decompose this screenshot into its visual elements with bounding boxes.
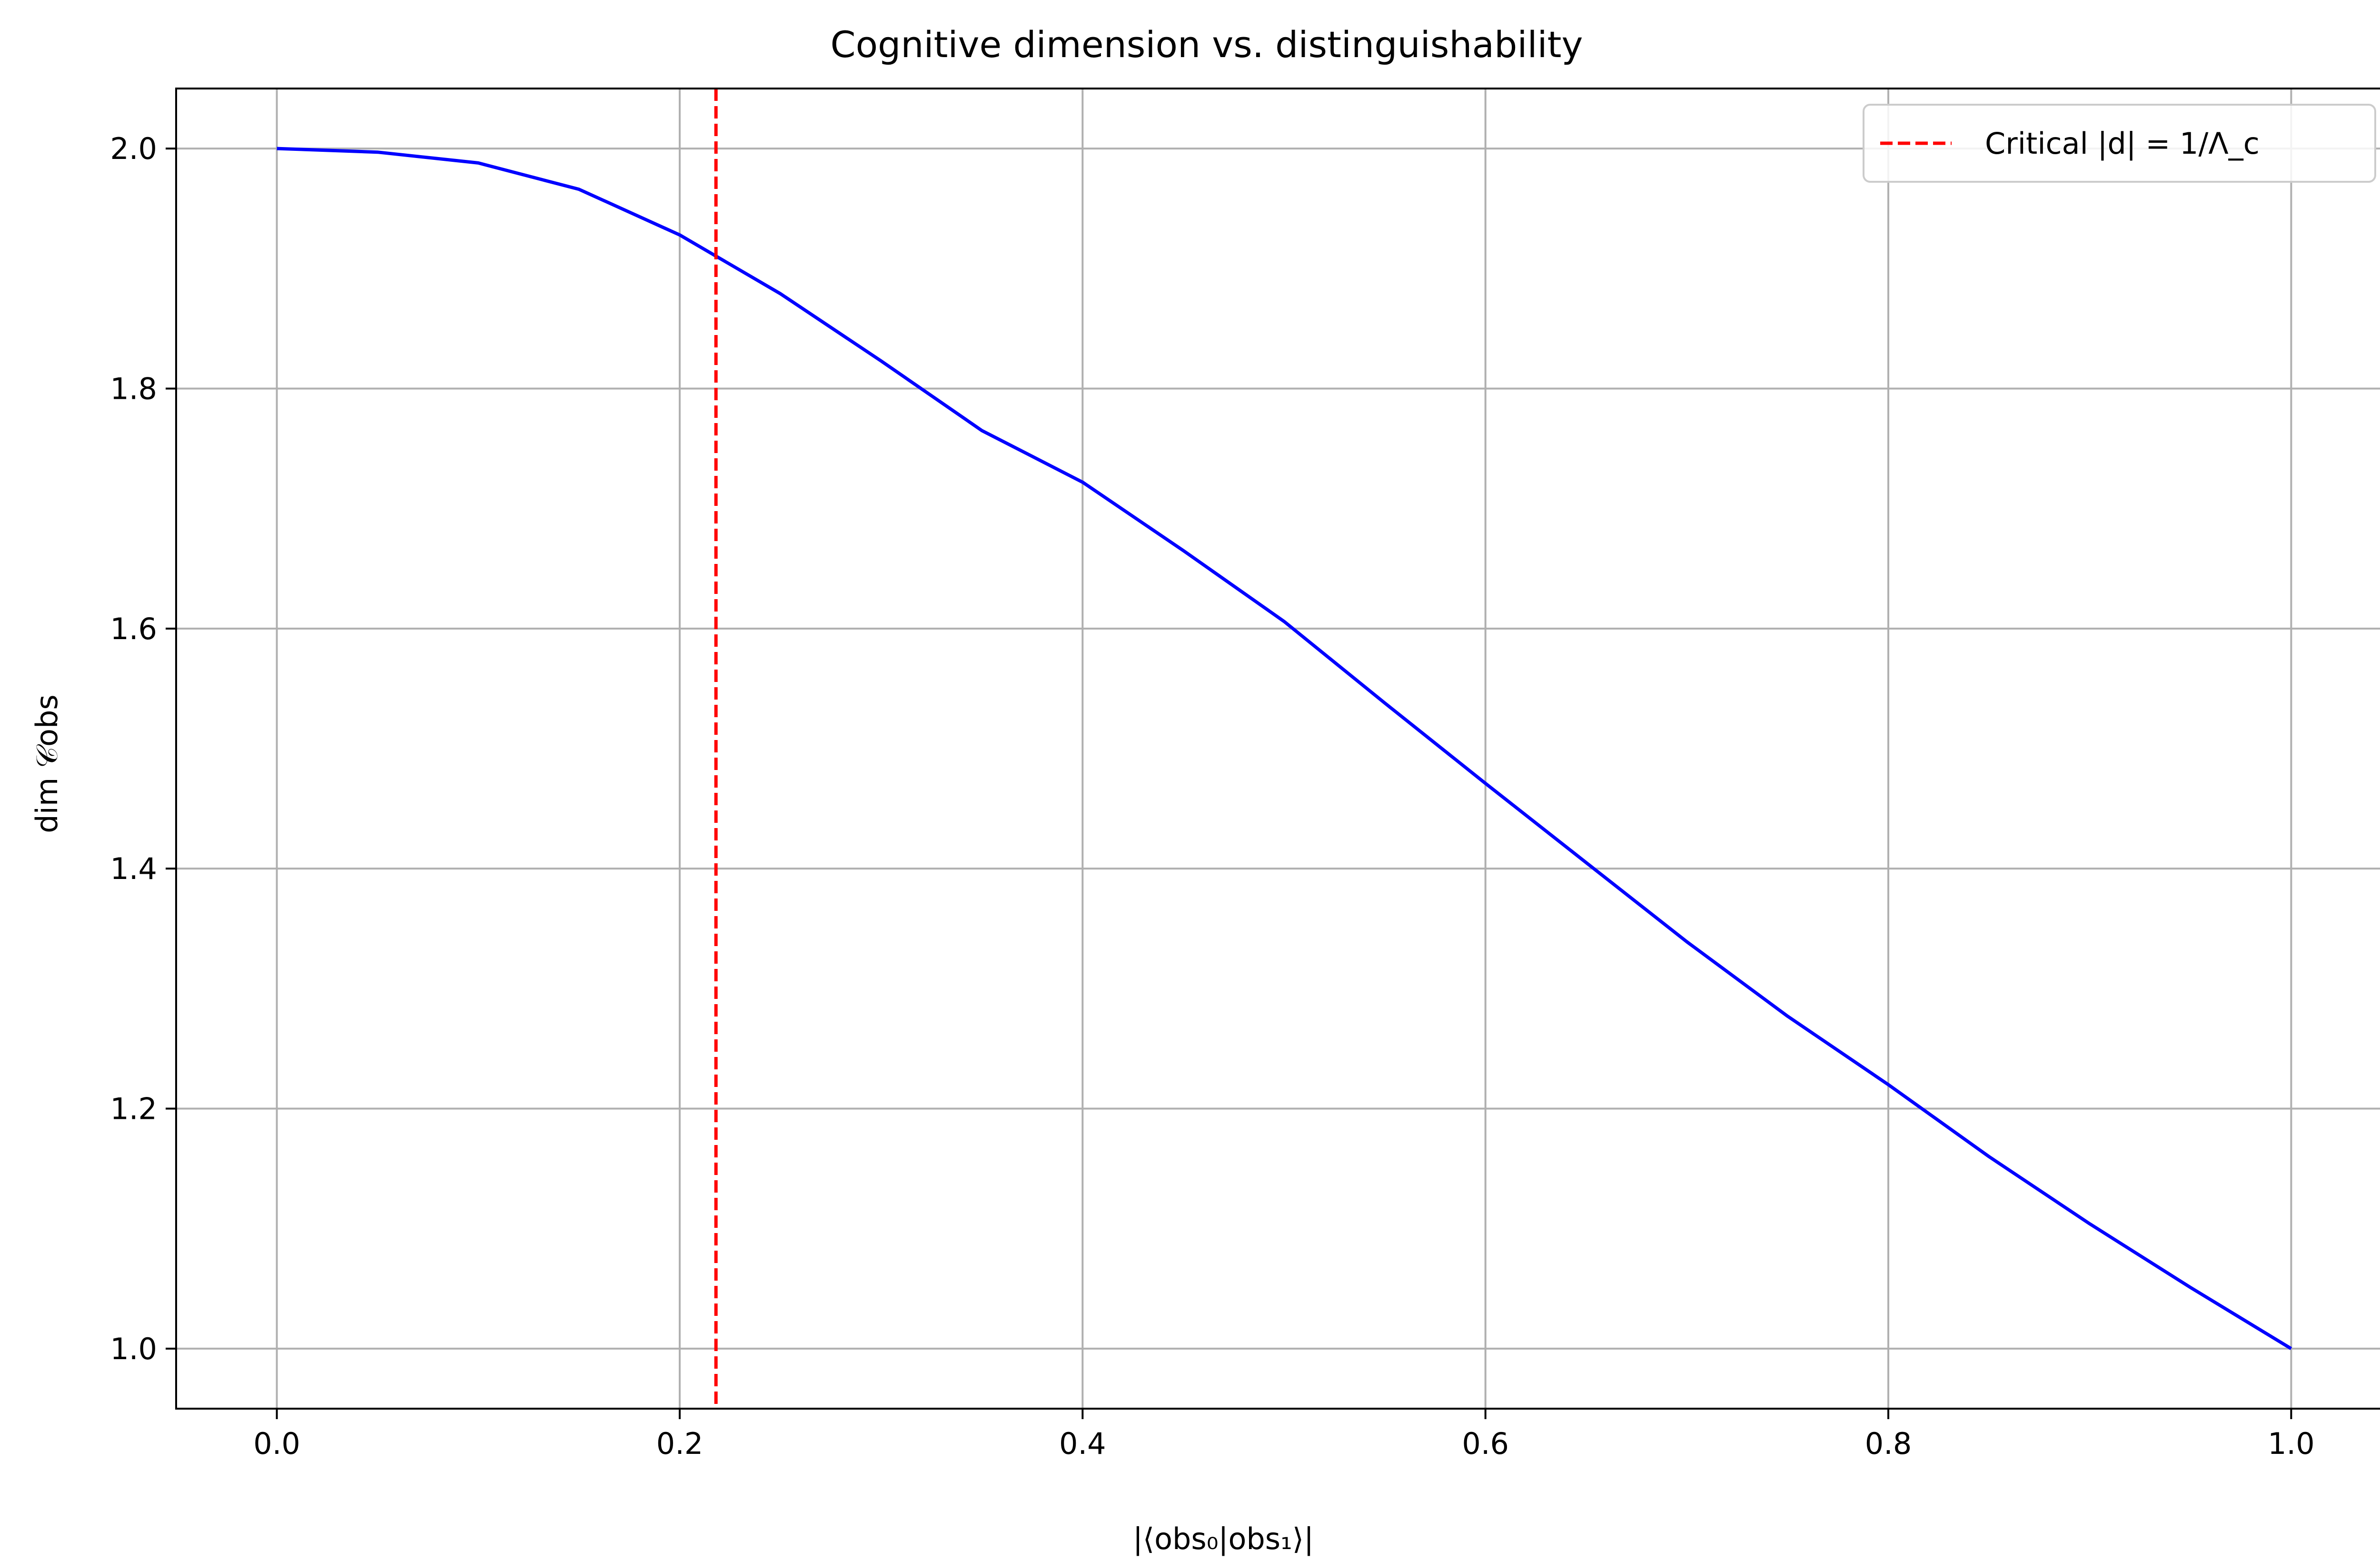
x-tick-label: 0.4	[1059, 1426, 1106, 1461]
y-tick-label: 1.4	[110, 851, 157, 886]
y-tick-label: 1.0	[110, 1332, 157, 1366]
plot-frame	[175, 88, 2380, 1410]
chart-title: Cognitive dimension vs. distinguishabili…	[831, 23, 1583, 66]
y-tick-label: 1.6	[110, 612, 157, 646]
series-line	[277, 147, 2292, 1350]
legend-label: Critical |d| = 1/Λ_c	[1985, 126, 2260, 161]
legend: Critical |d| = 1/Λ_c	[1863, 104, 2376, 183]
y-tick-label: 2.0	[110, 131, 157, 166]
x-axis-label: |⟨obs₀|obs₁⟩|	[1133, 1521, 1314, 1557]
x-tick-label: 0.8	[1865, 1426, 1912, 1461]
grid-lines	[176, 89, 2380, 1409]
x-tick-label: 0.2	[656, 1426, 704, 1461]
x-tick-label: 0.6	[1462, 1426, 1509, 1461]
x-tick-label: 1.0	[2268, 1426, 2315, 1461]
legend-box	[1863, 104, 2376, 183]
y-tick-label: 1.2	[110, 1092, 157, 1126]
y-tick-label: 1.8	[110, 371, 157, 406]
x-tick-label: 0.0	[253, 1426, 300, 1461]
y-axis-label: dim 𝒞obs	[30, 694, 64, 833]
